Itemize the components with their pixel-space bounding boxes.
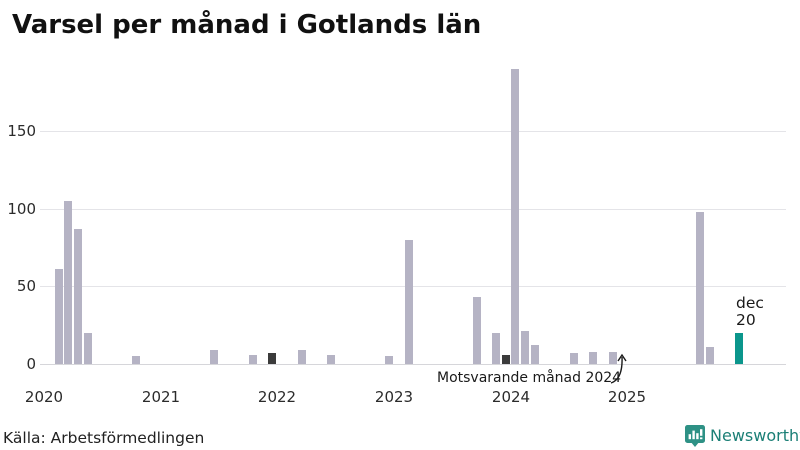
newsworthy-logo-icon — [685, 425, 705, 447]
bar-feb-2020 — [54, 269, 63, 364]
newsworthy-branding: Newsworthy — [684, 423, 800, 449]
bar-jul-2024 — [569, 353, 578, 364]
bar-feb-2023 — [404, 240, 413, 364]
bar-jun-2022 — [326, 355, 335, 364]
latest-value-label: dec 20 — [736, 295, 764, 329]
x-axis-label-2023: 2023 — [374, 388, 414, 406]
x-axis-label-2022: 2022 — [257, 388, 297, 406]
bar-mar-2024 — [530, 345, 539, 364]
latest-value-month: dec — [736, 294, 764, 312]
bar-aug-2025 — [696, 212, 705, 364]
bar-apr-2020 — [74, 229, 82, 364]
bar-jan-2024 — [511, 69, 520, 364]
bar-maj-2020 — [83, 333, 92, 364]
annotation-arrow-icon — [610, 353, 627, 384]
annotation-corresponding-month: Motsvarande månad 2024 — [437, 370, 622, 386]
x-axis-label-2025: 2025 — [607, 388, 647, 406]
bar-mar-2020 — [64, 201, 73, 364]
bar-sep-2024 — [589, 352, 598, 364]
bar-dec-2025 — [735, 333, 743, 364]
source-note: Källa: Arbetsförmedlingen — [3, 429, 205, 447]
latest-value-number: 20 — [736, 311, 756, 329]
x-axis-label-2021: 2021 — [141, 388, 181, 406]
y-axis-label-0: 0 — [26, 355, 36, 373]
x-axis-label-2024: 2024 — [491, 388, 531, 406]
bar-sep-2023 — [472, 297, 481, 364]
y-axis-label-50: 50 — [16, 277, 36, 295]
bar-okt-2021 — [249, 355, 257, 364]
bar-jun-2021 — [210, 350, 219, 364]
bar-mar-2022 — [297, 350, 306, 364]
bar-nov-2023 — [492, 333, 500, 364]
page-title: Varsel per månad i Gotlands län — [12, 10, 482, 40]
gridline-y-50 — [40, 286, 786, 287]
y-axis-label-100: 100 — [7, 200, 36, 218]
bar-nov-2024 — [608, 352, 617, 364]
gridline-y-150 — [40, 131, 786, 132]
bar-okt-2020 — [132, 356, 141, 364]
bar-sep-2025 — [705, 347, 714, 364]
bar-dec-2022 — [385, 356, 394, 364]
gridline-y-0 — [40, 364, 786, 365]
bar-feb-2024 — [521, 331, 530, 364]
bar-dec-2023 — [501, 355, 510, 364]
gridline-y-100 — [40, 209, 786, 210]
newsworthy-wordmark: Newsworthy — [710, 426, 800, 445]
x-axis-label-2020: 2020 — [24, 388, 64, 406]
bar-dec-2021 — [268, 353, 277, 364]
y-axis-label-150: 150 — [7, 122, 36, 140]
